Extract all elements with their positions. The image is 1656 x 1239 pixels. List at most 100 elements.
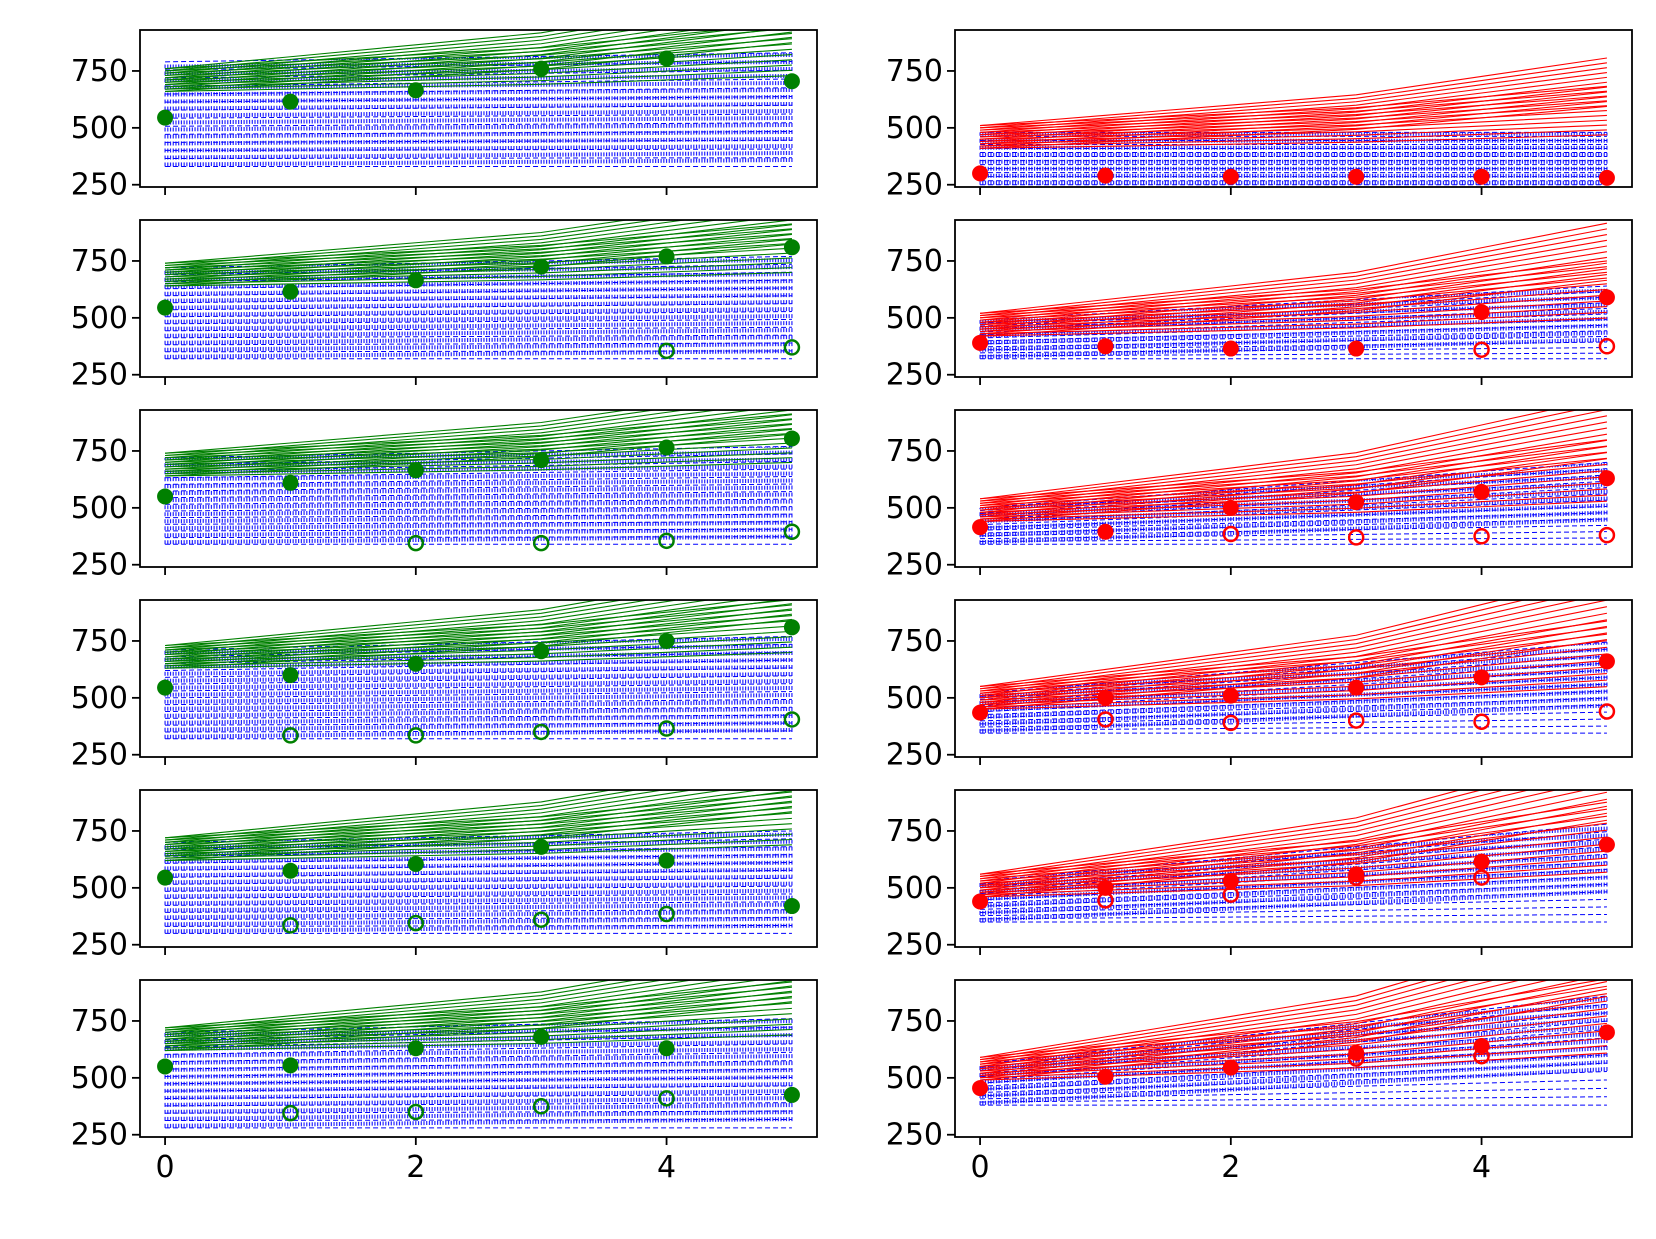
observed-line bbox=[165, 243, 792, 287]
simulated-line bbox=[165, 901, 792, 906]
open-marker bbox=[1598, 703, 1616, 720]
simulated-line bbox=[980, 324, 1607, 342]
open-marker bbox=[1473, 869, 1490, 886]
simulated-line bbox=[980, 898, 1607, 914]
simulated-line bbox=[980, 1079, 1607, 1097]
filled-marker bbox=[972, 334, 989, 351]
observed-line bbox=[165, 614, 792, 653]
simulated-line bbox=[980, 499, 1607, 526]
x-tick-label: 2 bbox=[406, 1150, 425, 1185]
axes-frame bbox=[139, 219, 818, 378]
y-tick-label: 250 bbox=[71, 738, 128, 773]
filled-marker bbox=[282, 862, 299, 879]
subplot-r2-c0: 250 500 750 bbox=[71, 409, 818, 583]
simulated-line bbox=[165, 491, 792, 499]
simulated-line bbox=[165, 924, 792, 927]
simulated-line bbox=[980, 883, 1607, 907]
filled-marker bbox=[282, 667, 299, 684]
observed-line bbox=[165, 447, 792, 470]
y-tick-label: 500 bbox=[886, 871, 943, 906]
simulated-line bbox=[980, 868, 1607, 901]
y-tick-label: 500 bbox=[71, 1061, 128, 1096]
filled-marker bbox=[1598, 169, 1615, 186]
x-tick-label: 0 bbox=[971, 1150, 990, 1185]
observed-line bbox=[980, 119, 1607, 143]
simulated-band bbox=[979, 823, 1608, 923]
observed-line bbox=[980, 85, 1607, 127]
observed-line bbox=[980, 96, 1607, 145]
simulated-line bbox=[165, 157, 792, 159]
open-marker bbox=[783, 711, 801, 728]
y-tick-label: 750 bbox=[886, 624, 943, 659]
observed-line bbox=[165, 838, 792, 859]
observed-line bbox=[165, 31, 792, 88]
plot-area bbox=[164, 220, 793, 360]
filled-marker bbox=[1097, 338, 1114, 355]
filled-marker bbox=[1222, 340, 1239, 357]
observed-line bbox=[165, 620, 792, 656]
observed-line bbox=[980, 279, 1607, 337]
simulated-line bbox=[980, 347, 1607, 354]
observed-line bbox=[165, 30, 732, 83]
observed-line bbox=[165, 980, 615, 1029]
observed-line bbox=[165, 608, 792, 665]
filled-marker bbox=[1348, 1044, 1365, 1061]
simulated-line bbox=[165, 483, 792, 492]
open-marker bbox=[1473, 341, 1490, 358]
simulated-line bbox=[980, 330, 1607, 345]
filled-marker bbox=[783, 619, 800, 636]
observed-line bbox=[165, 1001, 792, 1052]
simulated-line bbox=[165, 1110, 792, 1114]
observed-lines bbox=[165, 220, 792, 287]
open-marker bbox=[783, 339, 801, 356]
observed-line bbox=[980, 857, 1607, 893]
filled-marker bbox=[282, 283, 299, 300]
filled-marker bbox=[972, 704, 989, 721]
observed-line bbox=[165, 604, 792, 649]
observed-lines bbox=[979, 790, 1608, 898]
observed-line bbox=[165, 410, 792, 466]
simulated-line bbox=[165, 468, 792, 479]
axes-frame bbox=[954, 219, 1633, 378]
observed-line bbox=[980, 317, 1607, 337]
observed-line bbox=[165, 790, 615, 839]
simulated-line bbox=[165, 1076, 792, 1085]
simulated-line bbox=[165, 113, 792, 119]
observed-lines bbox=[980, 222, 1608, 337]
open-marker bbox=[407, 727, 425, 744]
simulated-line bbox=[980, 505, 1607, 528]
observed-line bbox=[980, 638, 1608, 710]
observed-lines bbox=[979, 600, 1608, 710]
observed-line bbox=[980, 71, 1607, 133]
open-marker bbox=[783, 523, 801, 540]
y-tick-label: 750 bbox=[71, 814, 128, 849]
filled-marker bbox=[157, 109, 174, 126]
plot-area bbox=[164, 410, 793, 545]
filled-marker bbox=[282, 474, 299, 491]
simulated-line bbox=[980, 1071, 1607, 1094]
filled-marker bbox=[658, 1040, 675, 1057]
open-marker bbox=[1598, 526, 1616, 544]
observed-line bbox=[165, 613, 792, 667]
filled-marker bbox=[1222, 499, 1239, 516]
observed-line bbox=[165, 457, 792, 475]
observed-line bbox=[165, 790, 667, 843]
observed-line bbox=[980, 1037, 1607, 1077]
observed-line bbox=[165, 410, 721, 461]
observed-line bbox=[980, 790, 1588, 887]
observed-line bbox=[165, 790, 763, 850]
filled-marker bbox=[407, 82, 424, 99]
filled-marker bbox=[157, 488, 174, 505]
observed-line bbox=[165, 437, 792, 466]
simulated-line bbox=[165, 521, 792, 525]
subplot-r1-c1: 250 500 750 bbox=[886, 219, 1633, 393]
filled-marker bbox=[282, 1057, 299, 1074]
open-marker bbox=[1222, 714, 1240, 732]
simulated-line bbox=[165, 917, 792, 920]
subplot-r3-c1: 250 500 750 bbox=[886, 599, 1633, 773]
observed-line bbox=[980, 679, 1607, 708]
observed-line bbox=[165, 600, 681, 653]
simulated-line bbox=[165, 122, 792, 127]
observed-line bbox=[980, 1045, 1607, 1079]
observed-line bbox=[980, 819, 1608, 898]
